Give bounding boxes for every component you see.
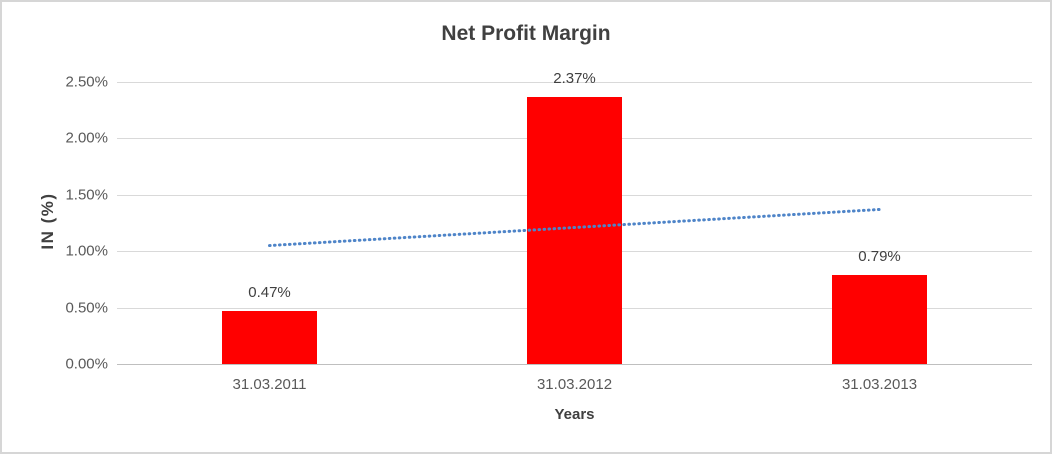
chart-title: Net Profit Margin (441, 22, 611, 45)
trendline[interactable] (117, 82, 1032, 364)
y-tick-label: 0.50% (65, 299, 108, 317)
bar-31.03.2012[interactable] (527, 96, 622, 364)
bar-31.03.2013[interactable] (832, 274, 927, 364)
x-tick-label: 31.03.2012 (536, 376, 613, 393)
plot-area: 0.47% 2.37% 0.79% (117, 70, 1032, 365)
x-tick-label: 31.03.2011 (232, 376, 307, 393)
y-tick-label: 1.00% (65, 242, 108, 260)
gridline (117, 82, 1032, 83)
x-axis-line (117, 364, 1032, 365)
x-axis-title: Years (554, 406, 595, 423)
y-tick-label: 2.00% (65, 129, 108, 147)
y-tick-label: 1.50% (65, 186, 108, 204)
trendline-segment[interactable] (268, 207, 881, 248)
bar-31.03.2011[interactable] (222, 310, 317, 364)
y-tick-label: 2.50% (65, 73, 108, 91)
x-tick-label: 31.03.2013 (841, 376, 918, 393)
bar-data-label: 0.47% (248, 283, 291, 301)
y-tick-label: 0.00% (65, 355, 108, 373)
bar-data-label: 0.79% (858, 247, 901, 265)
bar-data-label: 2.37% (553, 69, 596, 87)
